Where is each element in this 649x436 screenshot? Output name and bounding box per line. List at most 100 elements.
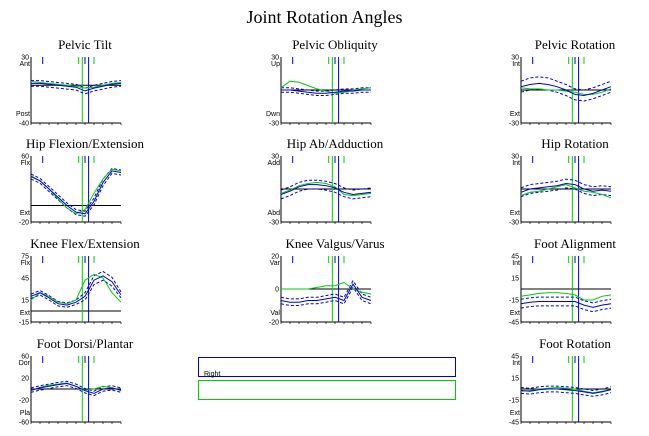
right-band-lower-line	[520, 187, 612, 198]
lower-direction-label: Ext	[20, 210, 30, 217]
y-tick-label: -60	[19, 420, 29, 427]
right-band-upper-line	[520, 296, 612, 304]
left-series-line	[30, 81, 122, 89]
right-series-line	[520, 388, 612, 394]
chart-svg: 30 -30 Int Ext	[509, 154, 612, 227]
right-series-line	[520, 182, 612, 193]
left-series-line	[281, 281, 372, 295]
lower-direction-label: Ext	[510, 111, 520, 118]
right-series-line	[280, 283, 372, 303]
right-band-upper-line	[280, 279, 372, 300]
left-series-line	[30, 273, 122, 305]
chart-panel-hip-rotation: Hip Rotation 30 -30 Int Ext	[509, 136, 649, 231]
upper-direction-label: Var	[270, 260, 281, 267]
y-tick-label: -20	[269, 320, 279, 327]
right-band-upper-line	[30, 270, 122, 304]
chart-title: Foot Alignment	[534, 236, 616, 251]
legend-left-box	[198, 380, 456, 400]
y-tick-label: 45	[511, 254, 519, 261]
chart-title: Hip Ab/Adduction	[286, 136, 384, 151]
y-tick-label: -15	[509, 298, 519, 305]
lower-direction-label: Ext	[510, 410, 520, 417]
chart-panel-foot-alignment: Foot Alignment 45 15 -15 -45 Int Ext	[509, 236, 649, 331]
left-series-line	[520, 292, 612, 301]
chart-panel-pelvic-rotation: Pelvic Rotation 30 -30 Int Ext	[509, 37, 649, 132]
y-tick-label: -20	[19, 220, 29, 227]
chart-title: Knee Valgus/Varus	[285, 236, 385, 251]
chart-panel-hip-abduction: Hip Ab/Adduction 30 -30 Add Abd	[268, 136, 420, 231]
y-tick-label: -45	[509, 420, 519, 427]
right-band-upper-line	[520, 76, 612, 91]
left-series-line	[520, 87, 612, 95]
left-series-line	[520, 386, 612, 394]
lower-direction-label: Dwn	[266, 111, 280, 118]
right-band-lower-line	[520, 391, 612, 397]
page-title: Joint Rotation Angles	[246, 7, 403, 27]
right-band-upper-line	[30, 380, 122, 392]
right-series-line	[30, 170, 122, 215]
chart-panel-pelvic-obliquity: Pelvic Obliquity 30 -30 Up Dwn	[266, 37, 420, 132]
upper-direction-label: Flx	[21, 260, 31, 267]
right-band-lower-line	[31, 85, 122, 95]
right-series-line	[31, 82, 122, 92]
right-band-lower-line	[520, 305, 612, 313]
chart-title: Pelvic Obliquity	[292, 37, 378, 52]
y-tick-label: -20	[19, 398, 29, 405]
chart-svg: 60 20 -20 -60 Dor Plа	[19, 354, 122, 427]
chart-svg: 30 -30 Up Dwn	[266, 55, 372, 128]
y-tick-label: 60	[21, 154, 29, 161]
right-band-upper-line	[520, 178, 612, 189]
lower-direction-label: Ext	[510, 310, 520, 317]
chart-title: Foot Dorsi/Plantar	[36, 336, 134, 351]
chart-title: Pelvic Rotation	[534, 37, 616, 52]
chart-svg: 20 0 -20 Var Val	[269, 254, 372, 327]
lower-direction-label: Abd	[268, 210, 281, 217]
right-band-upper-line	[31, 80, 122, 89]
y-tick-label: 15	[511, 276, 519, 283]
right-series-line	[520, 301, 612, 308]
chart-title: Pelvic Tilt	[58, 37, 112, 52]
y-tick-label: 15	[511, 376, 519, 383]
y-tick-label: 30	[511, 55, 519, 62]
chart-svg: 30 -30 Int Ext	[509, 55, 612, 128]
right-band-lower-line	[30, 172, 122, 217]
legend-right-label: Right	[204, 371, 221, 378]
right-band-upper-line	[30, 167, 122, 212]
y-tick-label: 30	[21, 55, 29, 62]
y-tick-label: -30	[509, 220, 519, 227]
y-tick-label: 0	[275, 287, 279, 294]
upper-direction-label: Dor	[19, 360, 31, 367]
y-tick-label: -15	[19, 320, 29, 327]
lower-direction-label: Val	[270, 310, 280, 317]
y-tick-label: -30	[509, 121, 519, 128]
right-series-line	[280, 184, 372, 196]
y-tick-label: -30	[269, 121, 279, 128]
chart-svg: 45 15 -15 -45 Int Ext	[509, 254, 612, 327]
right-band-upper-line	[520, 385, 612, 392]
chart-panel-pelvic-tilt: Pelvic Tilt 30 -40 Ant Post	[16, 37, 170, 132]
chart-title: Foot Rotation	[539, 336, 611, 351]
chart-panel-foot-dorsi: Foot Dorsi/Plantar 60 20 -20 -60 Dor Plа	[19, 336, 170, 431]
left-series-line	[280, 181, 372, 197]
upper-direction-label: Int	[512, 260, 520, 267]
y-tick-label: 30	[511, 154, 519, 161]
upper-direction-label: Ant	[19, 61, 30, 68]
y-tick-label: 60	[21, 354, 29, 361]
lower-direction-label: Ext	[510, 210, 520, 217]
lower-direction-label: Post	[16, 111, 30, 118]
chart-title: Hip Rotation	[541, 136, 609, 151]
upper-direction-label: Int	[512, 160, 520, 167]
left-series-line	[280, 80, 372, 94]
right-series-line	[30, 275, 122, 306]
chart-panel-foot-rotation: Foot Rotation 45 15 -15 -45 Int Ext	[509, 336, 649, 431]
y-tick-label: 30	[271, 154, 279, 161]
chart-title: Hip Flexion/Extension	[25, 136, 145, 151]
chart-svg: 75 45 15 -15 Flx Ext	[19, 254, 122, 327]
upper-direction-label: Flx	[21, 160, 31, 167]
right-band-lower-line	[281, 91, 371, 96]
right-series-line	[30, 382, 122, 394]
right-band-lower-line	[30, 279, 122, 308]
chart-panel-knee-flexion: Knee Flex/Extension 75 45 15 -15 Flx Ext	[19, 236, 170, 331]
upper-direction-label: Int	[512, 61, 520, 68]
y-tick-label: -30	[269, 220, 279, 227]
